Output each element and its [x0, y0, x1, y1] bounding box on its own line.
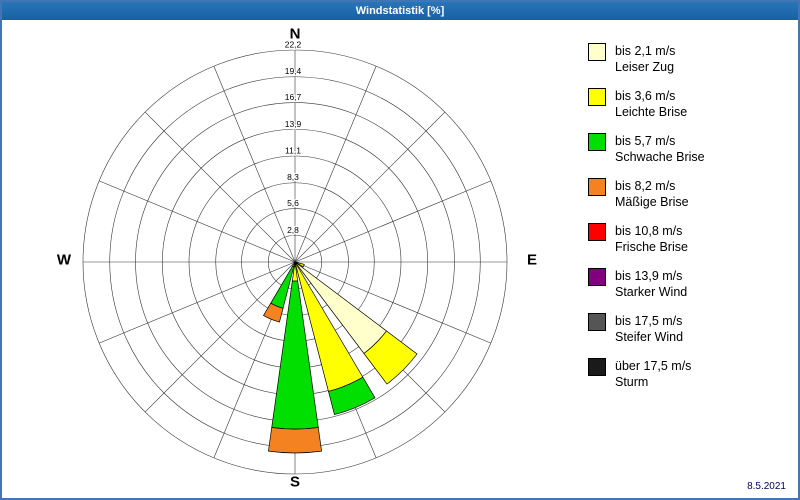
petal-segment-SSE-2 — [328, 376, 376, 415]
legend-item-3: bis 8,2 m/s Mäßige Brise — [588, 178, 788, 210]
legend-text: bis 17,5 m/s Steifer Wind — [615, 313, 683, 345]
chart-area: 2,8 5,6 8,3 11,1 13,9 16,7 19,4 22,2 N S W E bi… — [2, 20, 798, 498]
legend-text: bis 8,2 m/s Mäßige Brise — [615, 178, 689, 210]
wind-rose-chart: 2,8 5,6 8,3 11,1 13,9 16,7 19,4 22,2 — [82, 38, 508, 475]
legend-item-1: bis 3,6 m/s Leichte Brise — [588, 88, 788, 120]
legend-swatch — [588, 133, 606, 151]
legend-speed-label: bis 2,1 m/s — [615, 44, 676, 58]
legend-swatch — [588, 178, 606, 196]
legend-swatch — [588, 223, 606, 241]
radial-tick-label: 8,3 — [287, 172, 299, 182]
radial-tick-label: 19,4 — [285, 66, 302, 76]
legend-item-7: über 17,5 m/s Sturm — [588, 358, 788, 390]
compass-west-label: W — [56, 251, 72, 269]
legend-text: bis 3,6 m/s Leichte Brise — [615, 88, 687, 120]
radial-tick-label: 13,9 — [285, 119, 302, 129]
radial-tick-label: 5,6 — [287, 198, 299, 208]
legend-speed-label: bis 10,8 m/s — [615, 224, 683, 238]
legend-item-5: bis 13,9 m/s Starker Wind — [588, 268, 788, 300]
legend-class-label: Steifer Wind — [615, 330, 684, 344]
title-bar: Windstatistik [%] — [2, 2, 798, 20]
compass-north-label: N — [289, 25, 301, 43]
legend-speed-label: über 17,5 m/s — [615, 359, 692, 373]
legend-class-label: Starker Wind — [615, 285, 688, 299]
legend-speed-label: bis 17,5 m/s — [615, 314, 683, 328]
legend-class-label: Leiser Zug — [615, 60, 675, 74]
legend: bis 2,1 m/s Leiser Zug bis 3,6 m/s Leichte … — [588, 43, 788, 403]
compass-south-label: S — [289, 473, 301, 491]
date-label: 8.5.2021 — [747, 481, 786, 492]
legend-speed-label: bis 3,6 m/s — [615, 89, 676, 103]
legend-item-4: bis 10,8 m/s Frische Brise — [588, 223, 788, 255]
legend-class-label: Mäßige Brise — [615, 195, 689, 209]
petal-segment-S-3 — [268, 427, 322, 454]
legend-text: bis 5,7 m/s Schwache Brise — [615, 133, 705, 165]
legend-speed-label: bis 5,7 m/s — [615, 134, 676, 148]
legend-swatch — [588, 358, 606, 376]
radial-tick-label: 22,2 — [285, 40, 302, 50]
legend-swatch — [588, 313, 606, 331]
legend-text: bis 10,8 m/s Frische Brise — [615, 223, 688, 255]
legend-swatch — [588, 88, 606, 106]
legend-class-label: Sturm — [615, 375, 649, 389]
radial-tick-label: 11,1 — [285, 146, 301, 156]
legend-class-label: Schwache Brise — [615, 150, 705, 164]
legend-item-2: bis 5,7 m/s Schwache Brise — [588, 133, 788, 165]
legend-class-label: Leichte Brise — [615, 105, 688, 119]
radial-tick-labels: 2,8 5,6 8,3 11,1 13,9 16,7 19,4 22,2 — [283, 38, 302, 236]
legend-speed-label: bis 13,9 m/s — [615, 269, 683, 283]
legend-text: bis 13,9 m/s Starker Wind — [615, 268, 687, 300]
petal-segment-SSW-3 — [263, 302, 284, 323]
legend-text: bis 2,1 m/s Leiser Zug — [615, 43, 675, 75]
compass-east-label: E — [526, 251, 538, 269]
legend-swatch — [588, 43, 606, 61]
radial-tick-label: 16,7 — [285, 92, 302, 102]
legend-swatch — [588, 268, 606, 286]
legend-text: über 17,5 m/s Sturm — [615, 358, 691, 390]
radial-tick-label: 2,8 — [287, 225, 299, 235]
wind-petals — [263, 261, 418, 454]
legend-item-6: bis 17,5 m/s Steifer Wind — [588, 313, 788, 345]
legend-speed-label: bis 8,2 m/s — [615, 179, 676, 193]
legend-item-0: bis 2,1 m/s Leiser Zug — [588, 43, 788, 75]
window-title: Windstatistik [%] — [355, 5, 445, 17]
petal-segment-SE-1 — [363, 330, 418, 385]
legend-class-label: Frische Brise — [615, 240, 688, 254]
